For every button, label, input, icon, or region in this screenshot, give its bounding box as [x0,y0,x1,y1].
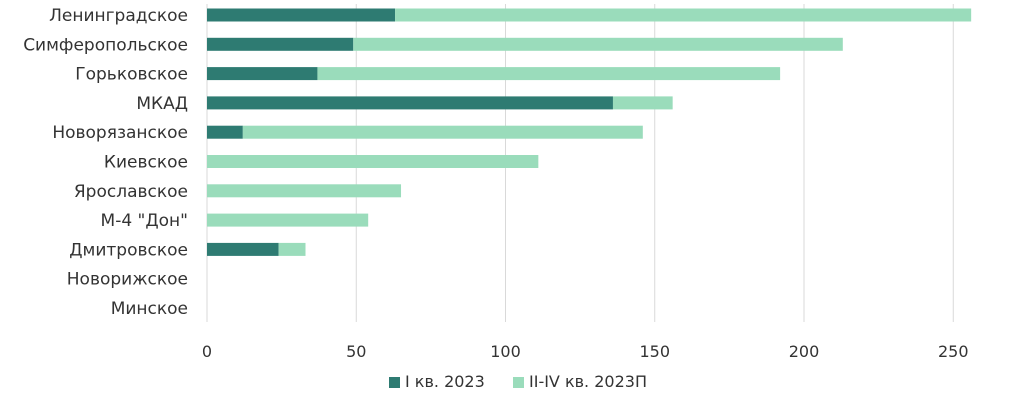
x-tick-label: 150 [639,342,670,361]
bar-series-1 [207,242,279,256]
bar-series-1 [207,8,396,22]
x-tick-label: 50 [346,342,366,361]
category-label: Дмитровское [69,240,188,260]
bar-series-1 [207,125,243,139]
legend-label: II-IV кв. 2023П [529,372,647,391]
legend-swatch [389,377,400,388]
category-label: МКАД [136,94,188,114]
category-label: Киевское [104,153,188,173]
bar-series-1 [207,96,613,110]
bar-series-1 [207,67,318,81]
bar-series-2 [207,184,402,198]
bar-series-1 [207,37,354,51]
bar-series-2 [278,242,306,256]
x-tick-label: 100 [490,342,521,361]
x-tick-label: 250 [938,342,969,361]
category-label: Новорязанское [52,123,188,143]
legend-label: I кв. 2023 [405,372,485,391]
bar-series-2 [317,67,781,81]
legend-swatch [513,377,524,388]
bar-series-2 [395,8,972,22]
category-label: Новорижское [67,270,188,290]
category-label: М-4 "Дон" [101,211,188,231]
x-tick-label: 200 [789,342,820,361]
bar-series-2 [242,125,643,139]
category-label: Симферопольское [23,35,188,55]
bar-series-2 [207,155,539,168]
bar-series-2 [353,37,843,51]
category-label: Ярославское [74,182,188,202]
bar-series-2 [207,213,369,227]
bar-series-2 [612,96,673,110]
category-label: Горьковское [75,65,188,85]
x-tick-label: 0 [202,342,212,361]
category-label: Минское [111,299,188,319]
category-label: Ленинградское [49,6,188,26]
